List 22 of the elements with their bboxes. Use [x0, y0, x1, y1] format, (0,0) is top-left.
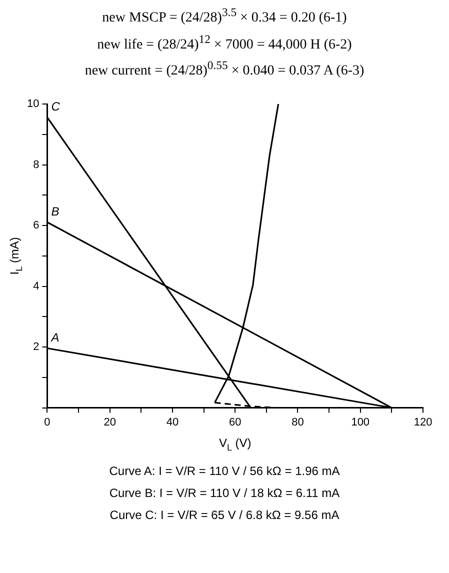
y-tick-label: 8: [33, 158, 40, 171]
text: new current = (24/28)$^{0.55}$ × 0.040 = 0.037 A (6-3): [84, 59, 366, 80]
x-tick-label: 60: [228, 416, 242, 428]
y-tick-label: 2: [33, 341, 40, 354]
y-axis-title: IL (mA): [8, 237, 24, 275]
x-tick-label: 20: [104, 416, 116, 428]
y-tick-label: 10: [26, 98, 40, 110]
x-tick-label: 100: [351, 416, 370, 428]
series-label: A: [50, 330, 60, 345]
text: new MSCP = (24/28)$^{3.5}$ × 0.34 = 0.20 (6-1): [101, 6, 348, 27]
text: Curve A: I = V/R = 110 V / 56 kΩ = 1.96 mA: [108, 464, 341, 478]
text: Curve B: I = V/R = 110 V / 18 kΩ = 6.11 mA: [108, 486, 341, 500]
x-tick-label: 0: [44, 416, 50, 428]
y-tick-label: 4: [33, 280, 40, 292]
series-label: B: [51, 204, 60, 218]
series-label: C: [51, 100, 60, 114]
x-tick-label: 80: [292, 416, 304, 428]
text: new life = (28/24)$^{12}$ × 7000 = 44,000 H (6-2): [96, 32, 353, 54]
x-tick-label: 120: [414, 416, 432, 428]
x-tick-label: 40: [166, 416, 179, 428]
text: Curve C: I = V/R = 65 V / 6.8 kΩ = 9.56 mA: [108, 508, 340, 522]
y-tick-label: 6: [33, 220, 40, 232]
